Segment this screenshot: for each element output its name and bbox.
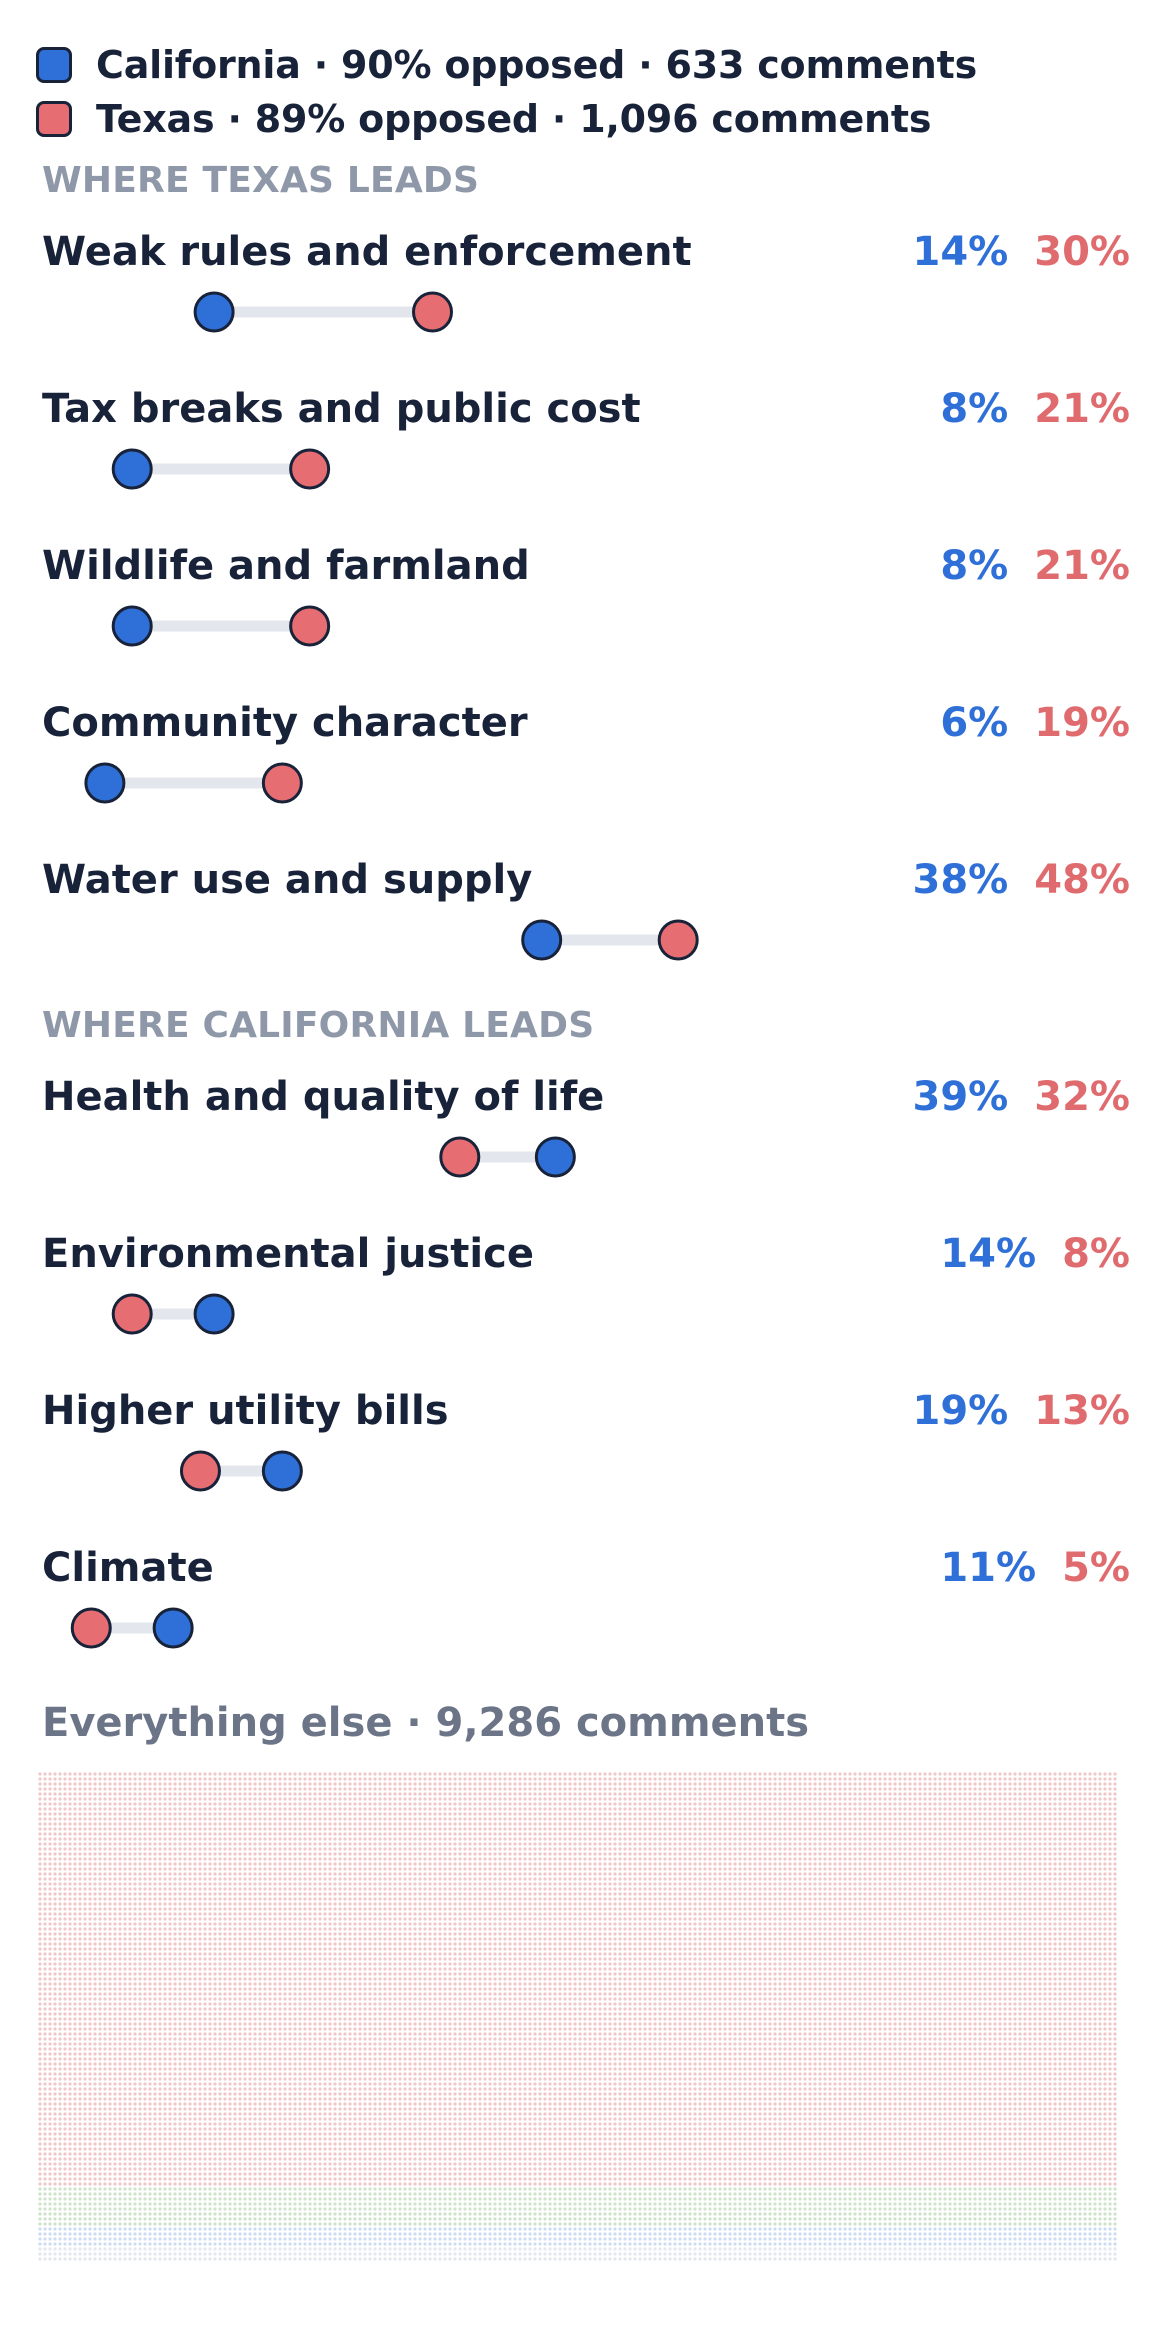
row-label: Higher utility bills xyxy=(42,1387,449,1435)
texas-value-label: 19% xyxy=(1034,700,1130,746)
california-dot xyxy=(193,291,235,333)
california-dot xyxy=(111,448,153,490)
row-values: 11% 5% xyxy=(940,1544,1130,1592)
dumbbell-track xyxy=(193,291,453,333)
texas-dot xyxy=(439,1136,481,1178)
dumbbell-track xyxy=(111,1293,235,1335)
dumbbell-track xyxy=(179,1450,303,1492)
texas-value-label: 30% xyxy=(1034,229,1130,275)
row-values: 19% 13% xyxy=(913,1387,1131,1435)
legend-label-texas: Texas · 89% opposed · 1,096 comments xyxy=(96,97,931,141)
texas-dot xyxy=(111,1293,153,1335)
california-dot xyxy=(534,1136,576,1178)
row-label: Climate xyxy=(42,1544,214,1592)
texas-dot xyxy=(179,1450,221,1492)
row-values: 6% 19% xyxy=(940,699,1130,747)
dumbbell-track xyxy=(521,919,699,961)
california-value-label: 14% xyxy=(913,229,1009,275)
dumbbell-row: Tax breaks and public cost 8% 21% xyxy=(0,385,1170,541)
texas-dot xyxy=(289,448,331,490)
california-value-label: 14% xyxy=(940,1231,1036,1277)
row-label: Tax breaks and public cost xyxy=(42,385,641,433)
texas-swatch xyxy=(36,101,72,137)
row-label: Health and quality of life xyxy=(42,1073,604,1121)
dumbbell-track xyxy=(84,762,303,804)
legend-item-california: California · 90% opposed · 633 comments xyxy=(36,38,977,92)
row-values: 8% 21% xyxy=(940,542,1130,590)
california-swatch xyxy=(36,47,72,83)
dumbbell-row: Wildlife and farmland 8% 21% xyxy=(0,542,1170,698)
california-value-label: 39% xyxy=(913,1074,1009,1120)
dumbbell-row: Climate 11% 5% xyxy=(0,1544,1170,1700)
california-dot xyxy=(152,1607,194,1649)
row-values: 14% 30% xyxy=(913,228,1131,276)
row-values: 38% 48% xyxy=(913,856,1131,904)
dumbbell-track xyxy=(439,1136,576,1178)
texas-value-label: 21% xyxy=(1034,543,1130,589)
dumbbell-row: Community character 6% 19% xyxy=(0,699,1170,855)
california-value-label: 19% xyxy=(913,1388,1009,1434)
legend-item-texas: Texas · 89% opposed · 1,096 comments xyxy=(36,92,977,146)
texas-dot xyxy=(289,605,331,647)
dumbbell-row: Weak rules and enforcement 14% 30% xyxy=(0,228,1170,384)
section-title-california-leads: WHERE CALIFORNIA LEADS xyxy=(42,1005,594,1046)
legend-label-california: California · 90% opposed · 633 comments xyxy=(96,43,977,87)
california-value-label: 8% xyxy=(940,386,1008,432)
texas-value-label: 48% xyxy=(1034,857,1130,903)
texas-dot xyxy=(261,762,303,804)
texas-value-label: 5% xyxy=(1062,1545,1130,1591)
texas-value-label: 32% xyxy=(1034,1074,1130,1120)
california-dot xyxy=(111,605,153,647)
texas-dot xyxy=(657,919,699,961)
row-label: Community character xyxy=(42,699,528,747)
dumbbell-row: Environmental justice 14% 8% xyxy=(0,1230,1170,1386)
california-value-label: 38% xyxy=(913,857,1009,903)
everything-else-dot-grid xyxy=(38,1772,1117,2261)
texas-value-label: 13% xyxy=(1034,1388,1130,1434)
legend: California · 90% opposed · 633 comments … xyxy=(36,38,977,146)
row-label: Wildlife and farmland xyxy=(42,542,530,590)
dumbbell-track xyxy=(70,1607,194,1649)
california-value-label: 8% xyxy=(940,543,1008,589)
dumbbell-row: Water use and supply 38% 48% xyxy=(0,856,1170,1012)
california-dot xyxy=(261,1450,303,1492)
row-label: Water use and supply xyxy=(42,856,532,904)
texas-value-label: 8% xyxy=(1062,1231,1130,1277)
california-value-label: 11% xyxy=(940,1545,1036,1591)
dumbbell-row: Health and quality of life 39% 32% xyxy=(0,1073,1170,1229)
texas-dot xyxy=(70,1607,112,1649)
california-dot xyxy=(521,919,563,961)
dumbbell-row: Higher utility bills 19% 13% xyxy=(0,1387,1170,1543)
row-values: 14% 8% xyxy=(940,1230,1130,1278)
row-values: 39% 32% xyxy=(913,1073,1131,1121)
row-values: 8% 21% xyxy=(940,385,1130,433)
california-dot xyxy=(193,1293,235,1335)
texas-value-label: 21% xyxy=(1034,386,1130,432)
california-value-label: 6% xyxy=(940,700,1008,746)
section-title-texas-leads: WHERE TEXAS LEADS xyxy=(42,160,479,201)
row-label: Weak rules and enforcement xyxy=(42,228,692,276)
row-label: Environmental justice xyxy=(42,1230,534,1278)
everything-else-title: Everything else · 9,286 comments xyxy=(42,1700,809,1746)
dumbbell-track xyxy=(111,448,331,490)
dumbbell-track xyxy=(111,605,331,647)
california-dot xyxy=(84,762,126,804)
texas-dot xyxy=(412,291,453,333)
